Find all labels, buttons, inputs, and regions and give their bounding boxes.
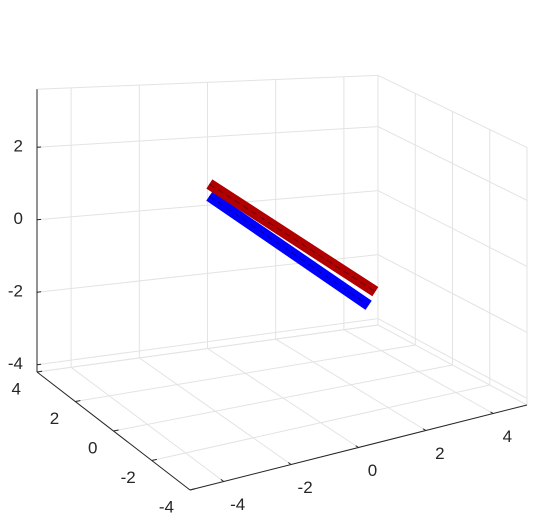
x-tick [490, 411, 494, 414]
z-tick-label: 2 [14, 137, 23, 156]
x-tick-label: -2 [298, 478, 313, 497]
y-tick [113, 429, 119, 432]
y-tick-label: 0 [88, 438, 97, 457]
y-tick [151, 458, 157, 461]
x-tick-label: 0 [368, 461, 377, 480]
x-tick-label: 2 [435, 444, 444, 463]
grid-line [377, 318, 528, 399]
grid-line [377, 126, 528, 201]
grid-line [377, 254, 528, 333]
y-tick-label: 2 [50, 409, 59, 428]
y-tick-label: 4 [12, 379, 21, 398]
grid-line [113, 364, 453, 432]
grid-line [75, 344, 416, 402]
x-tick [287, 462, 292, 465]
bar-slab [206, 191, 372, 310]
z-tick-label: 0 [14, 209, 23, 228]
grid-line [377, 190, 528, 267]
x-tick [422, 428, 427, 431]
y-tick [36, 370, 43, 373]
grid-line [36, 190, 379, 221]
x-tick-label: 4 [503, 427, 512, 446]
y-tick-label: -4 [159, 497, 174, 515]
z-tick-label: -2 [8, 282, 23, 301]
x-tick-label: -4 [230, 495, 245, 514]
x-tick [355, 445, 359, 448]
y-tick [75, 400, 81, 402]
slab-edge [209, 195, 369, 306]
bar-slab [206, 179, 379, 297]
slab-edge [209, 183, 376, 293]
grid-line [36, 318, 379, 366]
y-tick [189, 488, 196, 491]
y-tick-label: -2 [121, 468, 136, 487]
grid-line [151, 384, 490, 461]
z-tick-label: -4 [8, 354, 23, 373]
z-tick [36, 363, 42, 366]
x-tick [220, 478, 224, 482]
grid-line [36, 324, 379, 373]
grid-line [36, 126, 379, 148]
